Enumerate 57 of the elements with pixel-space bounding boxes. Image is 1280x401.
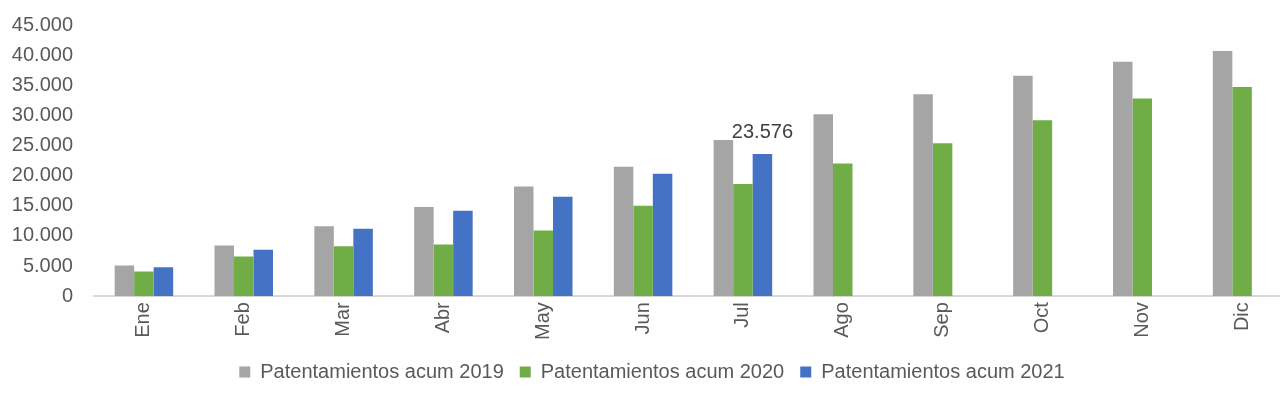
bar	[833, 163, 853, 297]
bar	[433, 244, 454, 297]
bar	[553, 196, 573, 297]
bar	[153, 267, 174, 297]
legend-label: Patentamientos acum 2021	[821, 359, 1065, 382]
bar	[1032, 120, 1053, 297]
x-tick-label: Nov	[1129, 302, 1152, 338]
bar	[652, 173, 673, 297]
legend-label: Patentamientos acum 2020	[540, 359, 785, 382]
legend-label: Patentamientos acum 2019	[260, 359, 504, 382]
bar	[613, 166, 634, 297]
x-tick-label: Dic	[1229, 302, 1252, 332]
y-tick-label: 5.000	[22, 253, 73, 276]
bar	[253, 249, 273, 297]
bar	[633, 205, 653, 297]
x-tick-label: May	[530, 302, 553, 341]
x-tick-label: Ago	[830, 302, 853, 338]
x-tick-label: Feb	[231, 302, 254, 337]
x-tick-label: Oct	[1029, 301, 1052, 334]
bar	[114, 265, 135, 297]
bar	[813, 114, 833, 297]
y-tick-label: 40.000	[11, 42, 73, 65]
bar	[1212, 50, 1233, 297]
y-tick-label: 0	[61, 283, 73, 306]
bar	[533, 230, 553, 297]
x-tick-label: Jun	[630, 302, 653, 335]
bar	[234, 256, 254, 297]
bar	[314, 226, 334, 297]
y-tick-label: 15.000	[11, 193, 73, 216]
bar	[733, 184, 753, 297]
bar	[453, 210, 473, 297]
bar	[1013, 75, 1033, 297]
bar	[353, 228, 373, 297]
x-tick-label: Ene	[131, 302, 154, 338]
bar	[514, 186, 534, 297]
y-tick-label: 30.000	[11, 102, 73, 125]
y-tick-label: 25.000	[11, 133, 73, 156]
bar	[1132, 98, 1152, 297]
y-tick-label: 10.000	[11, 223, 73, 246]
y-tick-label: 45.000	[11, 12, 73, 35]
bar	[1232, 87, 1252, 297]
bar	[1113, 61, 1133, 297]
x-tick-label: Abr	[430, 301, 453, 334]
bar	[913, 94, 933, 297]
x-tick-label: Jul	[730, 302, 753, 328]
x-tick-label: Sep	[930, 302, 953, 338]
bar	[134, 271, 154, 297]
data-label: 23.576	[731, 120, 793, 143]
bar	[333, 246, 354, 297]
bar	[414, 207, 434, 297]
bar	[932, 143, 953, 297]
x-tick-label: Mar	[331, 301, 354, 337]
bar	[752, 154, 773, 297]
y-tick-label: 20.000	[11, 163, 73, 186]
bar	[214, 245, 234, 297]
bar	[713, 140, 734, 297]
y-tick-label: 35.000	[11, 72, 73, 95]
